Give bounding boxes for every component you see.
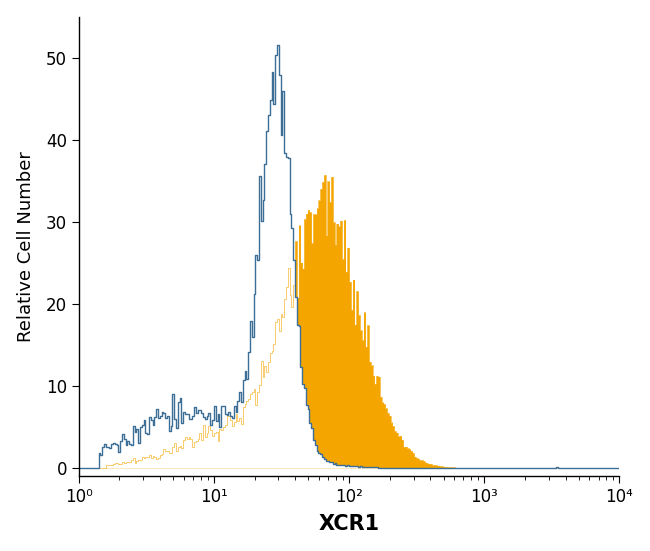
Y-axis label: Relative Cell Number: Relative Cell Number: [17, 151, 34, 342]
X-axis label: XCR1: XCR1: [318, 514, 380, 534]
